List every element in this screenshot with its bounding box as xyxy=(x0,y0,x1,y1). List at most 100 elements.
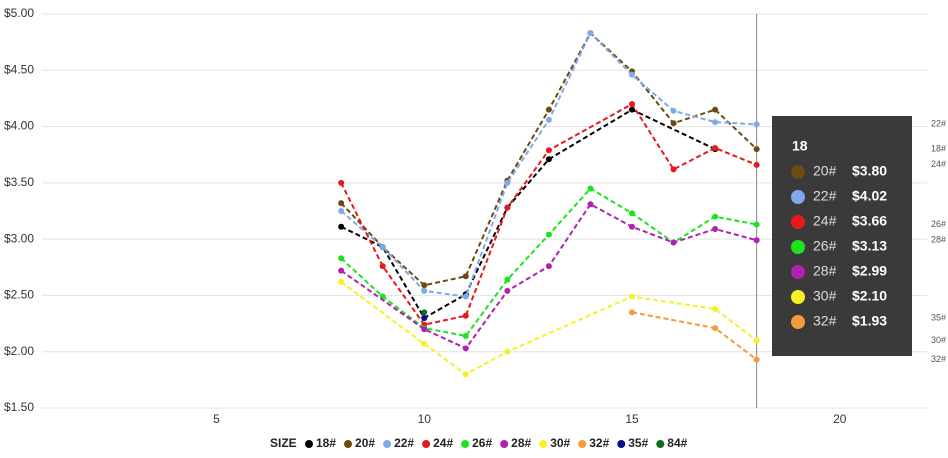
tooltip-value: $2.10 xyxy=(852,288,887,304)
data-point xyxy=(712,305,719,312)
end-label: 22# xyxy=(931,119,946,129)
end-label: 18# xyxy=(931,143,946,153)
data-point xyxy=(338,208,345,214)
legend-label: 84# xyxy=(667,436,687,450)
tooltip-name: 24# xyxy=(813,213,837,229)
tooltip-marker xyxy=(791,240,805,254)
data-point xyxy=(545,106,552,113)
legend-label: 18# xyxy=(316,436,336,450)
legend-marker xyxy=(656,440,665,448)
tooltip-marker xyxy=(791,265,805,279)
end-label: 26# xyxy=(931,219,946,229)
data-point xyxy=(587,30,594,37)
data-point xyxy=(421,309,428,316)
legend-label: 32# xyxy=(589,436,609,450)
legend-label: 22# xyxy=(394,436,414,450)
data-point xyxy=(504,287,511,294)
data-point xyxy=(629,71,635,78)
data-point xyxy=(753,161,760,168)
series-line xyxy=(340,108,716,320)
data-point xyxy=(379,244,386,251)
y-tick-label: $4.00 xyxy=(4,119,34,133)
y-tick-label: $3.00 xyxy=(4,231,34,245)
data-point xyxy=(545,147,552,154)
data-point xyxy=(338,278,345,285)
series-line xyxy=(340,102,758,326)
data-point xyxy=(712,213,719,220)
end-label: 32# xyxy=(931,354,946,364)
data-point xyxy=(629,210,635,217)
data-point xyxy=(753,146,760,153)
data-point xyxy=(462,293,469,300)
legend-label: 24# xyxy=(433,436,453,450)
tooltip-value: $4.02 xyxy=(852,188,887,204)
end-label: 35# xyxy=(931,312,946,322)
data-point xyxy=(629,223,635,230)
legend-marker xyxy=(344,440,353,448)
tooltip-marker xyxy=(791,215,805,229)
series-line xyxy=(631,311,758,361)
y-tick-label: $2.00 xyxy=(4,344,34,358)
tooltip-name: 20# xyxy=(813,163,837,179)
x-tick-label: 20 xyxy=(833,412,847,426)
data-point xyxy=(712,106,719,113)
tooltip-marker xyxy=(791,315,805,329)
data-point xyxy=(462,345,469,352)
data-point xyxy=(587,201,594,208)
end-label: 24# xyxy=(931,159,946,169)
data-point xyxy=(753,221,760,228)
data-point xyxy=(421,314,428,321)
data-point xyxy=(421,326,428,333)
legend-marker xyxy=(578,440,587,448)
data-point xyxy=(629,309,635,316)
legend-label: 20# xyxy=(355,436,375,450)
tooltip-value: $1.93 xyxy=(852,313,887,329)
data-point xyxy=(338,200,345,207)
tooltip-value: $3.66 xyxy=(852,213,887,229)
data-point xyxy=(587,185,594,192)
data-point xyxy=(753,356,760,363)
data-point xyxy=(379,263,386,270)
legend-label: 35# xyxy=(628,436,648,450)
data-point xyxy=(421,340,428,347)
legend-marker xyxy=(500,440,509,448)
data-point xyxy=(753,237,760,244)
data-point xyxy=(338,223,345,230)
data-point xyxy=(712,144,719,151)
data-point xyxy=(462,273,469,280)
tooltip-value: $3.13 xyxy=(852,238,887,254)
data-point xyxy=(421,287,428,294)
data-point xyxy=(504,348,511,355)
data-point xyxy=(462,332,469,339)
data-point xyxy=(753,337,760,344)
data-point xyxy=(712,325,719,332)
data-point xyxy=(338,179,345,186)
y-tick-label: $2.50 xyxy=(4,288,34,302)
y-tick-label: $5.00 xyxy=(4,6,34,20)
legend-marker xyxy=(539,440,548,448)
data-point xyxy=(421,282,428,289)
data-point xyxy=(629,293,635,300)
legend-label: 30# xyxy=(550,436,570,450)
y-tick-label: $3.50 xyxy=(4,175,34,189)
tooltip-name: 26# xyxy=(813,238,837,254)
end-label: 30# xyxy=(931,335,946,345)
x-tick-label: 10 xyxy=(418,412,432,426)
tooltip-name: 22# xyxy=(813,188,837,204)
tooltip-marker xyxy=(791,190,805,204)
legend-marker xyxy=(305,440,313,448)
tooltip-marker xyxy=(791,290,805,304)
x-tick-label: 5 xyxy=(213,412,220,426)
data-point xyxy=(670,107,677,114)
x-tick-label: 15 xyxy=(625,412,639,426)
legend-label: 26# xyxy=(472,436,492,450)
data-point xyxy=(462,371,469,378)
tooltip-marker xyxy=(791,165,805,179)
series-line xyxy=(340,31,757,298)
data-point xyxy=(670,239,677,246)
legend-marker xyxy=(461,440,470,448)
tooltip-name: 32# xyxy=(813,313,837,329)
legend-label: 28# xyxy=(511,436,531,450)
data-point xyxy=(504,276,511,283)
data-point xyxy=(629,101,635,108)
